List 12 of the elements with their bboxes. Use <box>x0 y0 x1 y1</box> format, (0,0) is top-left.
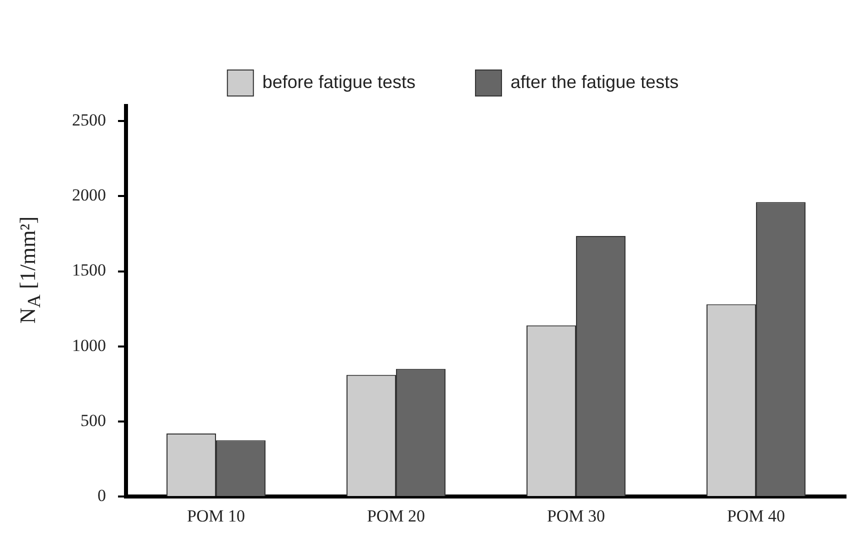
x-tick-label: POM 10 <box>186 506 246 526</box>
x-tick-label: POM 40 <box>726 506 786 526</box>
y-tick-label: 2500 <box>72 110 106 130</box>
x-tick-label: POM 20 <box>366 506 426 526</box>
legend-label: after the fatigue tests <box>510 72 679 92</box>
x-tick-label: POM 30 <box>546 506 606 526</box>
y-tick-label: 0 <box>98 486 106 506</box>
y-tick-label: 1000 <box>72 336 106 355</box>
y-tick-label: 500 <box>80 410 106 430</box>
y-tick-label: 1500 <box>72 260 106 280</box>
y-tick-label: 2000 <box>72 186 106 205</box>
legend-label: before fatigue tests <box>262 72 416 92</box>
